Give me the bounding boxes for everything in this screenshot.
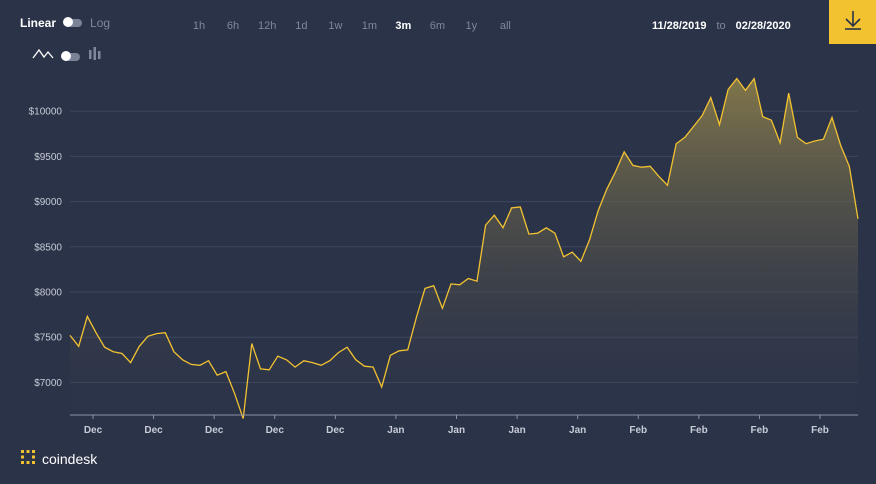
range-button-1m[interactable]: 1m — [361, 20, 377, 32]
x-tick-label: Jan — [569, 425, 586, 436]
range-button-all[interactable]: all — [499, 20, 511, 32]
x-tick-label: Dec — [144, 425, 163, 436]
scale-log-label[interactable]: Log — [90, 16, 111, 30]
scale-switch-knob — [63, 17, 74, 27]
date-separator: to — [716, 20, 726, 32]
y-tick-label: $7500 — [34, 333, 62, 344]
y-tick-label: $9000 — [34, 197, 62, 208]
line-chart-icon[interactable] — [32, 47, 54, 66]
range-button-1d[interactable]: 1d — [295, 20, 308, 32]
x-tick-label: Feb — [629, 425, 647, 436]
brand-name: coindesk — [42, 450, 98, 467]
range-button-1y[interactable]: 1y — [465, 20, 478, 32]
x-tick-label: Jan — [387, 425, 404, 436]
x-tick-label: Dec — [266, 425, 285, 436]
y-tick-label: $8500 — [34, 242, 62, 253]
x-tick-label: Feb — [690, 425, 708, 436]
download-icon — [842, 9, 864, 36]
range-button-1w[interactable]: 1w — [328, 20, 343, 32]
range-button-6h[interactable]: 6h — [226, 20, 240, 32]
scale-toggle[interactable]: Linear Log — [20, 16, 110, 30]
scale-linear-label[interactable]: Linear — [20, 16, 57, 30]
y-tick-label: $9500 — [34, 152, 62, 163]
y-tick-label: $8000 — [34, 288, 62, 299]
range-button-12h[interactable]: 12h — [258, 20, 277, 32]
date-from[interactable]: 11/28/2019 — [652, 20, 707, 32]
coindesk-logo-icon — [20, 449, 36, 468]
x-tick-label: Dec — [84, 425, 103, 436]
x-tick-label: Feb — [811, 425, 829, 436]
x-tick-label: Jan — [508, 425, 525, 436]
range-button-1h[interactable]: 1h — [192, 20, 206, 32]
range-button-3m[interactable]: 3m — [395, 20, 412, 32]
range-button-6m[interactable]: 6m — [429, 20, 445, 32]
date-to[interactable]: 02/28/2020 — [735, 20, 791, 32]
brand-logo[interactable]: coindesk — [20, 449, 97, 468]
x-tick-label: Dec — [205, 425, 224, 436]
x-tick-label: Feb — [751, 425, 769, 436]
chart-type-switch-knob — [61, 50, 71, 61]
date-range: 11/28/2019 to 02/28/2020 — [652, 20, 791, 32]
y-tick-label: $7000 — [34, 378, 62, 389]
price-line — [69, 77, 859, 419]
chart-type-switch[interactable] — [61, 50, 80, 61]
scale-switch[interactable] — [63, 17, 83, 27]
price-area-fill — [70, 78, 858, 419]
time-range-selector: 1h 6h 12h 1d 1w 1m 3m 6m 1y all — [182, 20, 522, 32]
chart-type-toggle[interactable] — [32, 46, 102, 67]
x-tick-label: Jan — [448, 425, 465, 436]
candlestick-icon[interactable] — [88, 46, 102, 67]
x-tick-label: Dec — [326, 425, 345, 436]
download-button[interactable] — [829, 0, 876, 44]
y-tick-label: $10000 — [29, 107, 63, 118]
